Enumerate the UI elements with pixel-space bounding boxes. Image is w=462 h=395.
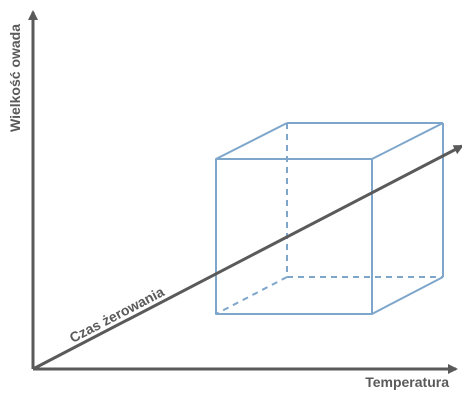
cube-hidden-depth-edge — [215, 276, 288, 315]
cube-hidden-edges — [215, 123, 443, 315]
cube-visible-edges — [215, 122, 444, 315]
y-axis-label: Wielkość owada — [7, 24, 23, 132]
cube-top-right-depth-edge — [371, 122, 444, 160]
diagonal-axis-label: Czas żerowania — [67, 283, 167, 345]
cube-bottom-right-depth-edge — [371, 276, 444, 315]
x-axis-label: Temperatura — [365, 374, 449, 390]
cube-front-face — [215, 158, 373, 315]
diagonal-axis-arrow — [32, 144, 462, 371]
cube-top-left-depth-edge — [215, 122, 288, 160]
